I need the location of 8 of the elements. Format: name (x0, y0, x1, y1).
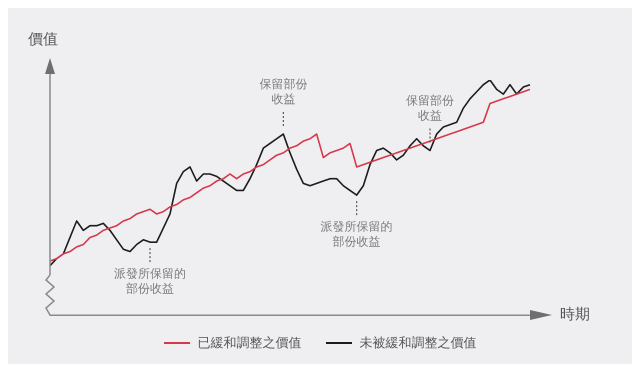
legend-label: 未被緩和調整之價值 (360, 335, 476, 352)
legend-label: 已緩和調整之價值 (198, 335, 302, 352)
annotation: 保留部份收益 (406, 94, 454, 123)
annotation: 派發所保留的部份收益 (320, 219, 393, 248)
annotation: 派發所保留的部份收益 (114, 266, 186, 296)
x-axis-title: 時期 (560, 305, 590, 324)
y-axis-title: 價值 (28, 30, 58, 49)
annotation: 保留部份收益 (259, 77, 308, 106)
